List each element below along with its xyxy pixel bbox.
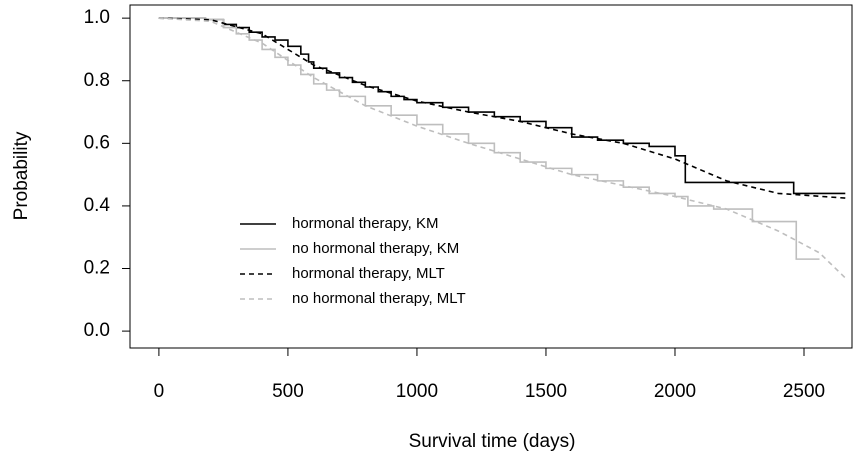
survival-line [158, 17, 820, 260]
y-axis-title: Probability [11, 131, 32, 220]
legend-label: hormonal therapy, KM [292, 215, 438, 232]
x-tick-label: 1000 [396, 381, 438, 402]
legend-label: hormonal therapy, MLT [292, 265, 445, 282]
y-tick-label: 0.2 [84, 258, 110, 279]
x-tick-label: 1500 [525, 381, 567, 402]
y-tick-label: 1.0 [84, 7, 110, 28]
legend: hormonal therapy, KM no hormonal therapy,… [240, 215, 466, 307]
survival-line [158, 17, 846, 199]
legend-label: no hormonal therapy, MLT [292, 290, 466, 307]
y-tick-label: 0.4 [84, 195, 111, 216]
legend-label: no hormonal therapy, KM [292, 240, 459, 257]
y-tick-label: 0.8 [84, 70, 110, 91]
x-tick-label: 2000 [654, 381, 696, 402]
plot-frame [129, 4, 853, 349]
y-tick-label: 0.0 [84, 320, 110, 341]
x-tick-label: 500 [272, 381, 304, 402]
y-tick-label: 0.6 [84, 132, 110, 153]
x-tick-label: 0 [154, 381, 165, 402]
x-tick-label: 2500 [783, 381, 825, 402]
x-axis-title: Survival time (days) [409, 431, 576, 452]
survival-line [158, 17, 846, 279]
